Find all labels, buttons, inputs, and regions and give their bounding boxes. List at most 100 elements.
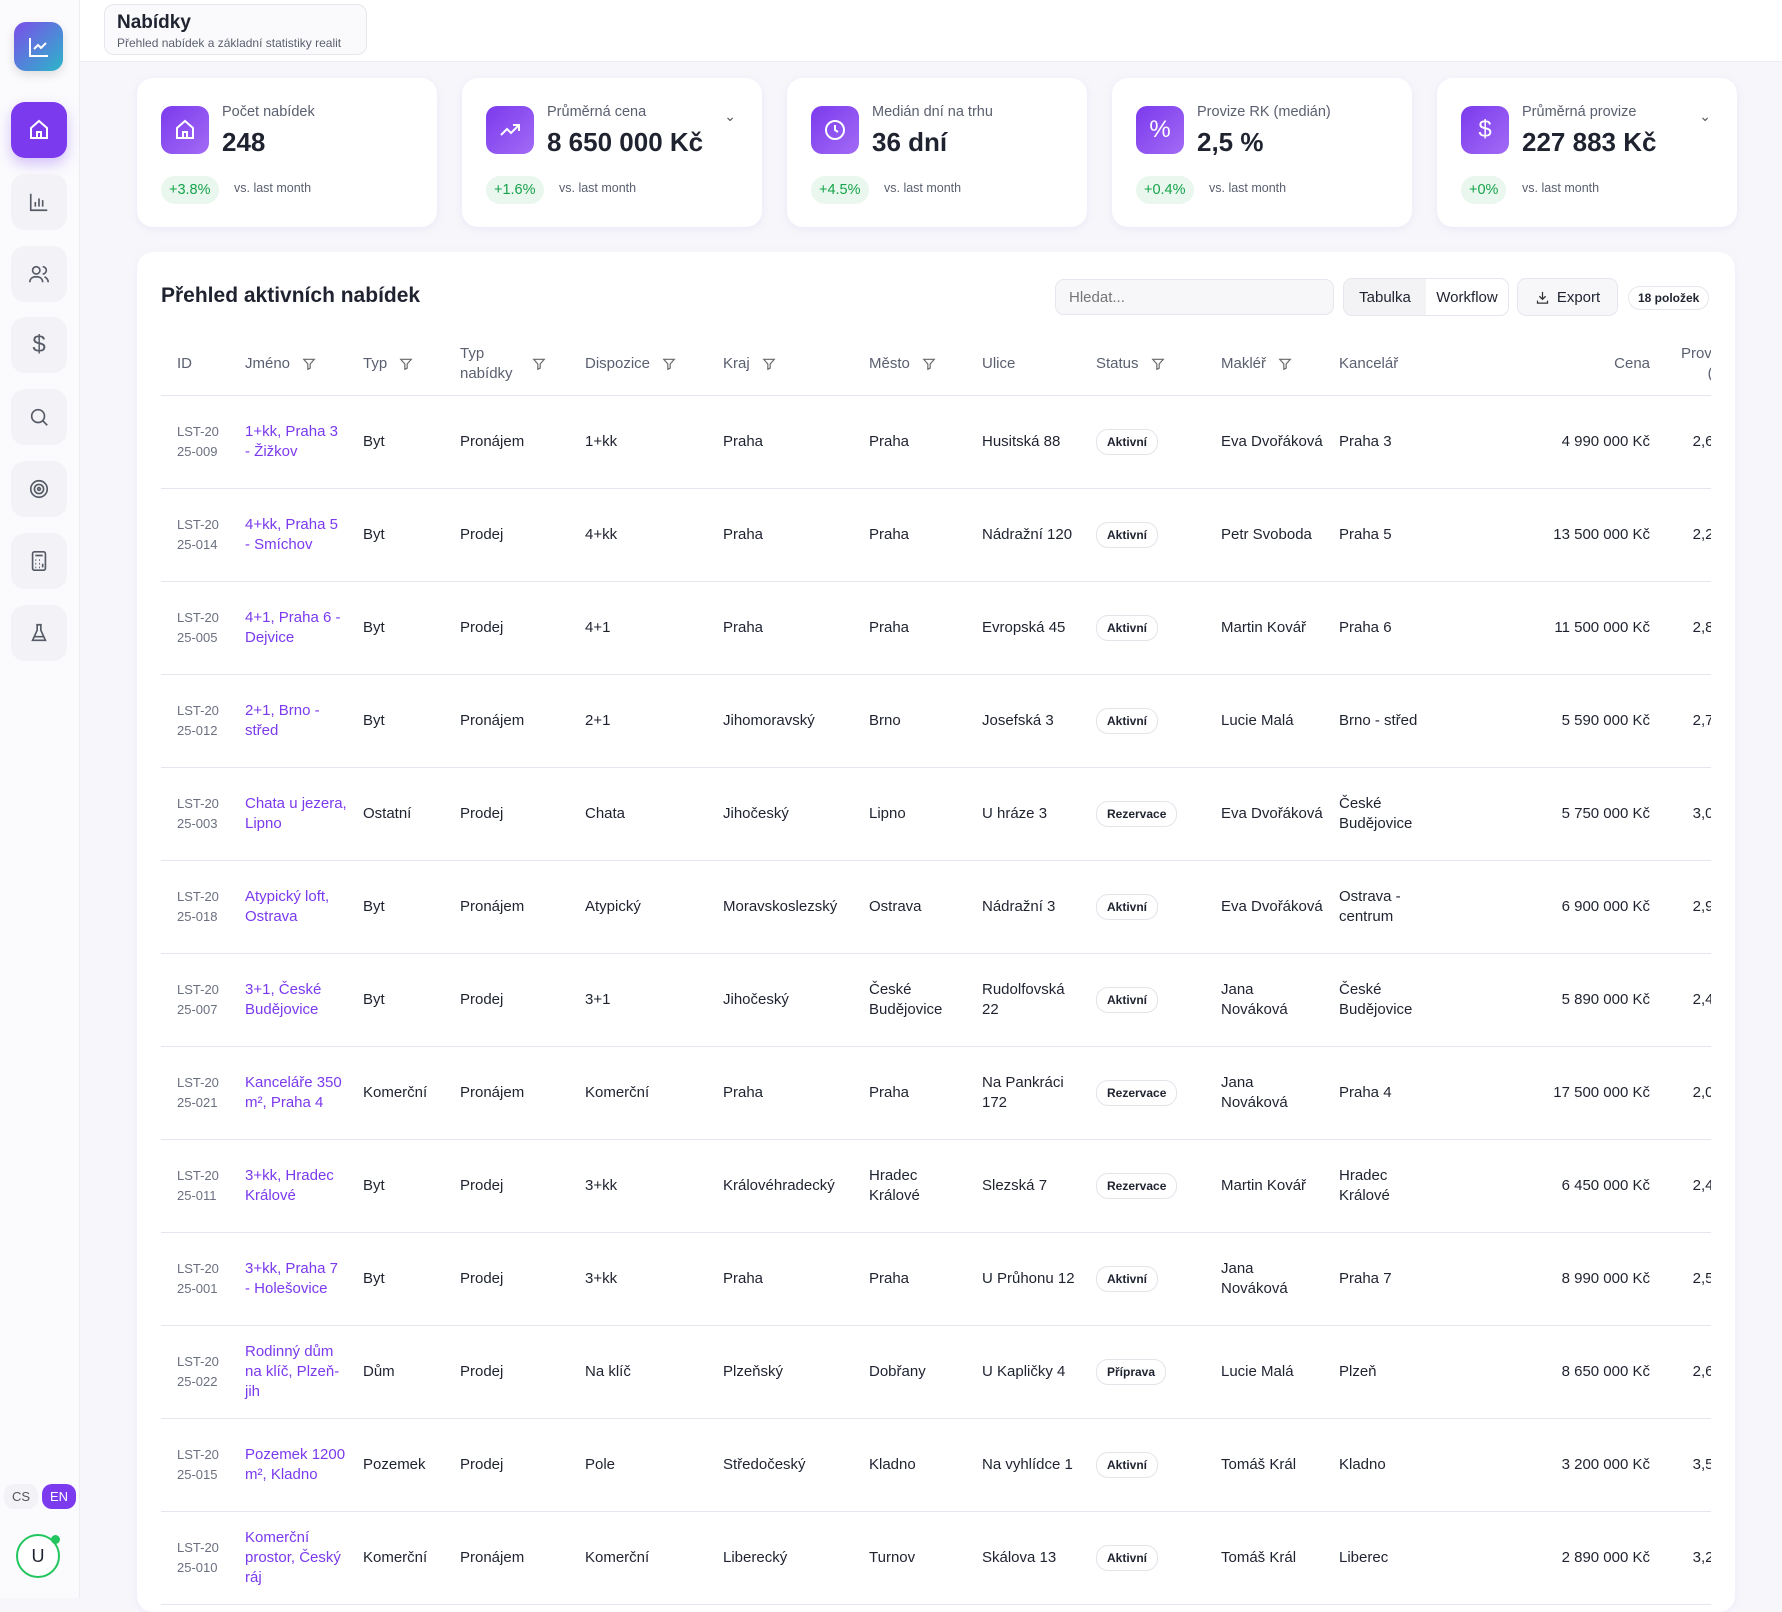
chevron-down-icon[interactable]: ⌄	[1699, 108, 1711, 124]
table-row[interactable]: LST-2025-009 1+kk, Praha 3 - Žižkov Byt Pro…	[161, 395, 1711, 489]
filter-icon[interactable]	[532, 357, 546, 371]
filter-icon[interactable]	[662, 357, 676, 371]
column-header[interactable]: Ulice	[966, 333, 1080, 396]
table-row[interactable]: LST-2025-022 Rodinný dům na klíč, Plzeň-j…	[161, 1325, 1711, 1419]
price-cell: 8 990 000 Kč	[1440, 1232, 1650, 1326]
table-cell: Na vyhlídce 1	[966, 1418, 1080, 1512]
offer-name-link[interactable]: 3+kk, Hradec Králové	[229, 1139, 347, 1233]
column-header[interactable]: Kraj	[707, 333, 853, 396]
download-icon	[1536, 291, 1548, 304]
offer-name-link[interactable]: 4+1, Praha 6 - Dejvice	[229, 581, 347, 675]
table-cell: Byt	[347, 674, 444, 768]
table-cell: Pronájem	[444, 674, 569, 768]
price-cell: 6 900 000 Kč	[1440, 860, 1650, 954]
stat-value: 227 883 Kč	[1522, 127, 1657, 157]
filter-icon[interactable]	[399, 357, 413, 371]
table-row[interactable]: LST-2025-007 3+1, České Budějovice Byt Prod…	[161, 953, 1711, 1047]
column-header[interactable]: Město	[853, 333, 966, 396]
column-header[interactable]: Status	[1080, 333, 1205, 396]
table-row[interactable]: LST-2025-018 Atypický loft, Ostrava Byt Pro…	[161, 860, 1711, 954]
view-workflow-button[interactable]: Workflow	[1436, 288, 1498, 306]
commission-cell: 2,0 %	[1650, 1046, 1711, 1140]
table-cell: U Kapličky 4	[966, 1325, 1080, 1419]
filter-icon[interactable]	[762, 357, 776, 371]
nav-lab[interactable]	[11, 605, 67, 661]
table-row[interactable]: LST-2025-015 Pozemek 1200 m², Kladno Pozem…	[161, 1418, 1711, 1512]
nav-finance[interactable]: $	[11, 317, 67, 373]
offer-name-link[interactable]: 3+kk, Praha 7 - Holešovice	[229, 1232, 347, 1326]
table-cell: Josefská 3	[966, 674, 1080, 768]
page-subtitle: Přehled nabídek a základní statistiky re…	[117, 36, 342, 50]
price-cell: 5 750 000 Kč	[1440, 767, 1650, 861]
offer-name-link[interactable]: 2+1, Brno - střed	[229, 674, 347, 768]
table-cell: Turnov	[853, 1511, 966, 1605]
nav-users[interactable]	[11, 246, 67, 302]
search-input[interactable]	[1055, 279, 1334, 315]
lang-en[interactable]: EN	[42, 1484, 77, 1509]
table-row[interactable]: LST-2025-011 3+kk, Hradec Králové Byt Prode…	[161, 1139, 1711, 1233]
offer-id: LST-2025-007	[161, 953, 229, 1047]
user-avatar[interactable]: U	[16, 1534, 60, 1578]
table-row[interactable]: LST-2025-005 4+1, Praha 6 - Dejvice Byt Pro…	[161, 581, 1711, 675]
stat-value: 2,5 %	[1197, 127, 1264, 157]
column-header[interactable]: Jméno	[229, 333, 347, 396]
table-row[interactable]: LST-2025-003 Chata u jezera, Lipno Ostatní…	[161, 767, 1711, 861]
status-cell: Aktivní	[1080, 488, 1205, 582]
status-cell: Rezervace	[1080, 1046, 1205, 1140]
filter-icon[interactable]	[1278, 357, 1292, 371]
stat-delta-badge: +3.8%	[161, 176, 219, 204]
table-row[interactable]: LST-2025-014 4+kk, Praha 5 - Smíchov Byt Pr…	[161, 488, 1711, 582]
offer-name-link[interactable]: Atypický loft, Ostrava	[229, 860, 347, 954]
nav-search[interactable]	[11, 389, 67, 445]
commission-cell: 3,2 %	[1650, 1511, 1711, 1605]
chevron-down-icon[interactable]: ⌄	[724, 108, 736, 124]
offer-name-link[interactable]: Kanceláře 350 m², Praha 4	[229, 1046, 347, 1140]
column-label: Město	[869, 354, 910, 372]
offer-name-link[interactable]: Rodinný dům na klíč, Plzeň-jih	[229, 1325, 347, 1419]
export-button[interactable]: Export	[1517, 278, 1618, 316]
offer-name-link[interactable]: 1+kk, Praha 3 - Žižkov	[229, 395, 347, 489]
nav-calculator[interactable]	[11, 533, 67, 589]
home-icon	[30, 119, 48, 139]
nav-home[interactable]	[11, 102, 67, 158]
filter-icon[interactable]	[922, 357, 936, 371]
lang-cs[interactable]: CS	[4, 1484, 39, 1509]
table-row[interactable]: LST-2025-010 Komerční prostor, Český ráj K…	[161, 1511, 1711, 1605]
column-header[interactable]: Dispozice	[569, 333, 707, 396]
offer-name-link[interactable]: 3+1, České Budějovice	[229, 953, 347, 1047]
column-header[interactable]: Provize (%)	[1650, 333, 1711, 396]
column-label: Cena	[1614, 354, 1650, 372]
nav-charts[interactable]	[11, 174, 67, 230]
stat-delta-badge: +1.6%	[486, 176, 544, 204]
table-cell: Lipno	[853, 767, 966, 861]
column-header[interactable]: Typ	[347, 333, 444, 396]
nav-targets[interactable]	[11, 461, 67, 517]
table-cell: Tomáš Král	[1205, 1418, 1323, 1512]
table-row[interactable]: LST-2025-001 3+kk, Praha 7 - Holešovice By…	[161, 1232, 1711, 1326]
view-table-button[interactable]: Tabulka	[1344, 279, 1426, 315]
table-cell: Skálova 13	[966, 1511, 1080, 1605]
app-logo-chart-icon[interactable]	[14, 22, 63, 71]
status-cell: Rezervace	[1080, 1139, 1205, 1233]
filter-icon[interactable]	[302, 357, 316, 371]
bar-chart-icon	[29, 193, 48, 212]
price-cell: 6 450 000 Kč	[1440, 1139, 1650, 1233]
column-header[interactable]: Cena	[1440, 333, 1650, 396]
offer-name-link[interactable]: 4+kk, Praha 5 - Smíchov	[229, 488, 347, 582]
offer-name-link[interactable]: Chata u jezera, Lipno	[229, 767, 347, 861]
offer-name-link[interactable]: Komerční prostor, Český ráj	[229, 1511, 347, 1605]
stat-comparison: vs. last month	[1209, 181, 1287, 195]
column-header[interactable]: Makléř	[1205, 333, 1323, 396]
filter-icon[interactable]	[1150, 357, 1165, 371]
table-row[interactable]: LST-2025-021 Kanceláře 350 m², Praha 4 Kom…	[161, 1046, 1711, 1140]
stat-delta-badge: +0.4%	[1136, 176, 1194, 204]
column-header[interactable]: Kancelář	[1323, 333, 1440, 396]
offers-table-wrap[interactable]: ID Jméno Typ Typ nabídky Dispozice Kraj Město U…	[161, 333, 1711, 1605]
column-header[interactable]: ID	[161, 333, 229, 396]
offer-name-link[interactable]: Pozemek 1200 m², Kladno	[229, 1418, 347, 1512]
column-header[interactable]: Typ nabídky	[444, 333, 569, 396]
table-cell: Byt	[347, 488, 444, 582]
stat-comparison: vs. last month	[884, 181, 962, 195]
table-row[interactable]: LST-2025-012 2+1, Brno - střed Byt Pronájem…	[161, 674, 1711, 768]
offer-id: LST-2025-015	[161, 1418, 229, 1512]
